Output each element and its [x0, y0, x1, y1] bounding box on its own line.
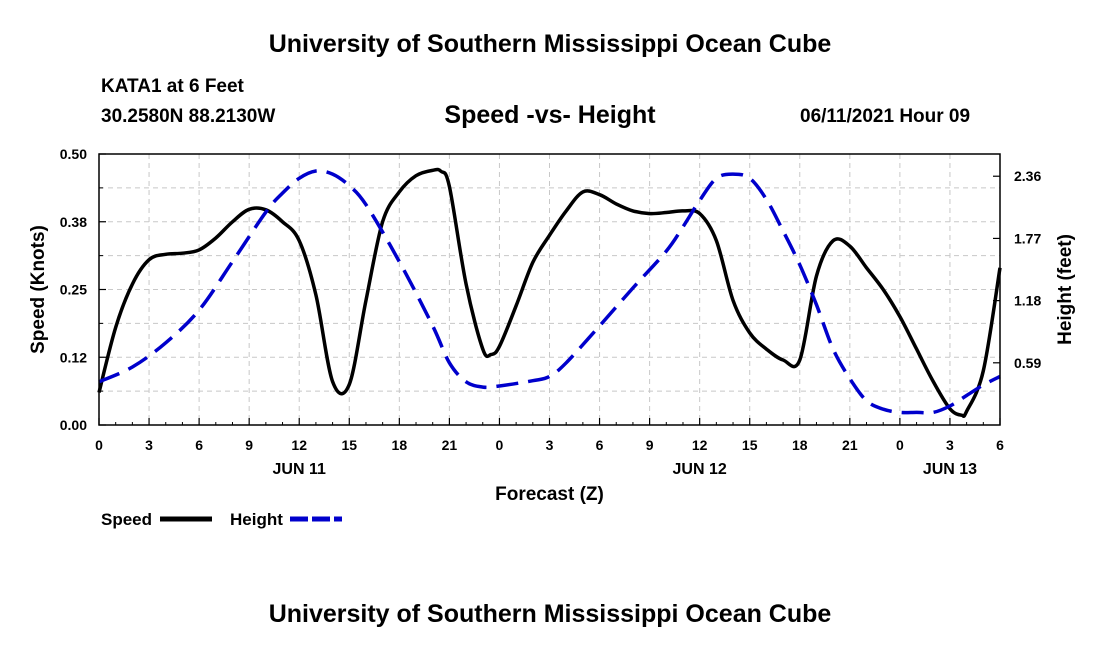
series-line-speed — [97, 167, 1002, 419]
page-title: University of Southern Mississippi Ocean… — [268, 30, 832, 58]
x-tick-label: 6 — [195, 437, 203, 453]
axes: 0 3 6 9 12 15 18 21 0 3 6 9 12 15 18 21 0 3 6 JUN 11 JUN 12 J… — [28, 146, 1076, 505]
x-tick-label: 6 — [596, 437, 604, 453]
x-tick-label: 6 — [996, 437, 1004, 453]
x-tick-label: 3 — [145, 437, 153, 453]
legend: Speed Height — [101, 510, 342, 529]
grid-lines — [99, 154, 1000, 425]
y-left-tick-label: 0.25 — [60, 282, 87, 298]
x-tick-label: 15 — [742, 437, 758, 453]
x-tick-label: 0 — [95, 437, 103, 453]
x-tick-label: 0 — [496, 437, 504, 453]
x-tick-label: 9 — [646, 437, 654, 453]
series-line-height — [98, 169, 1001, 415]
x-tick-label: 21 — [842, 437, 858, 453]
day-label: JUN 12 — [673, 461, 727, 478]
x-tick-label: 18 — [392, 437, 408, 453]
day-label: JUN 11 — [273, 461, 326, 478]
y-left-tick-label: 0.00 — [60, 417, 87, 433]
y-left-axis-label: Speed (Knots) — [28, 225, 49, 354]
y-right-tick-label: 1.77 — [1014, 230, 1041, 246]
footer-title: University of Southern Mississippi Ocean… — [268, 600, 832, 628]
series-lines — [97, 167, 1002, 419]
y-right-tick-label: 2.36 — [1014, 168, 1041, 184]
x-tick-label: 9 — [245, 437, 253, 453]
x-tick-label: 12 — [692, 437, 708, 453]
x-tick-label: 18 — [792, 437, 808, 453]
x-tick-label: 3 — [946, 437, 954, 453]
legend-label-speed: Speed — [101, 510, 152, 529]
x-tick-label: 3 — [546, 437, 554, 453]
chart-title: Speed -vs- Height — [444, 101, 656, 129]
y-right-axis-label: Height (feet) — [1055, 234, 1076, 345]
y-left-tick-label: 0.38 — [60, 214, 87, 230]
y-right-tick-label: 0.59 — [1014, 355, 1041, 371]
x-axis-label: Forecast (Z) — [495, 484, 604, 505]
y-left-tick-label: 0.50 — [60, 146, 87, 162]
y-left-tick-label: 0.12 — [60, 349, 87, 365]
day-label: JUN 13 — [923, 461, 977, 478]
station-label: KATA1 at 6 Feet — [101, 76, 244, 97]
x-tick-label: 12 — [291, 437, 307, 453]
coordinates-label: 30.2580N 88.2130W — [101, 106, 276, 127]
x-tick-label: 21 — [442, 437, 458, 453]
y-right-tick-label: 1.18 — [1014, 293, 1041, 309]
x-tick-label: 15 — [341, 437, 357, 453]
legend-label-height: Height — [230, 510, 283, 529]
x-tick-label: 0 — [896, 437, 904, 453]
forecast-datetime: 06/11/2021 Hour 09 — [800, 106, 971, 127]
